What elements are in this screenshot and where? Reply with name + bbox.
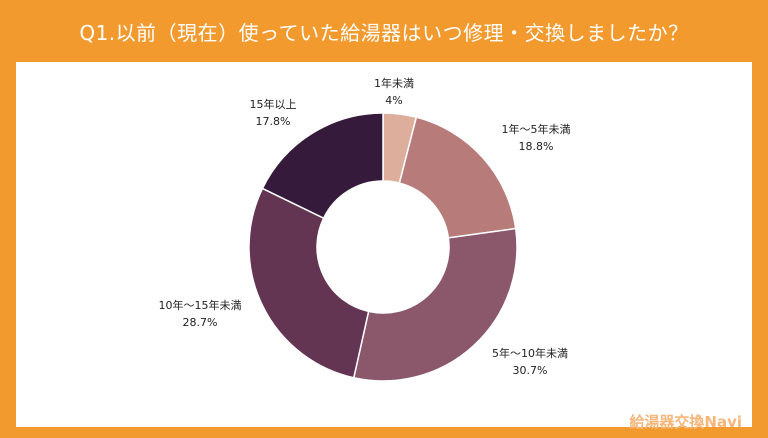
slice-value-1: 4% [385, 94, 402, 107]
slice-4 [248, 187, 370, 379]
page-title: Q1.以前（現在）使っていた給湯器はいつ修理・交換しましたか？ [79, 20, 689, 45]
slice-2 [398, 116, 517, 239]
slice-label-2: 1年〜5年未満 [502, 122, 571, 136]
slice-value-4: 28.7% [183, 316, 218, 329]
slice-label-3: 5年〜10年未満 [492, 346, 568, 360]
slice-3 [352, 227, 518, 382]
brand-logo-text: 給湯器交換Navi [629, 413, 742, 431]
slice-value-5: 17.8% [256, 115, 291, 128]
header-bar: Q1.以前（現在）使っていた給湯器はいつ修理・交換しましたか？ [0, 0, 768, 62]
slice-label-5: 15年以上 [250, 97, 297, 111]
slice-label-1: 1年未満 [374, 76, 414, 90]
slice-value-3: 30.7% [513, 364, 548, 377]
slice-5 [261, 112, 384, 220]
slice-label-4: 10年〜15年未満 [159, 298, 242, 312]
donut-chart: 1年未満 4% 1年〜5年未満 18.8% 5年〜10年未満 30.7% 10年〜15年未満… [159, 76, 571, 382]
slice-value-2: 18.8% [519, 140, 554, 153]
chart-panel: 1年未満 4% 1年〜5年未満 18.8% 5年〜10年未満 30.7% 10年〜15年未満… [16, 62, 752, 427]
